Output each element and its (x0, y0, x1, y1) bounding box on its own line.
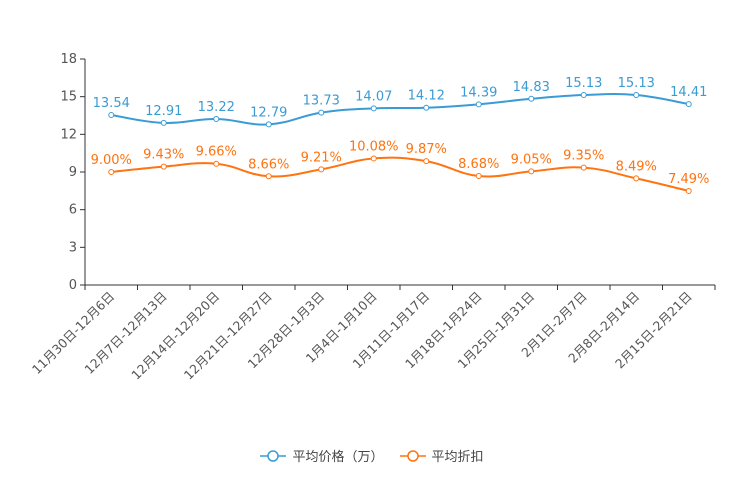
y-tick-label: 0 (69, 278, 77, 293)
data-point (475, 173, 482, 180)
legend: 平均价格（万） 平均折扣 (0, 446, 744, 465)
data-label: 9.35% (563, 149, 604, 164)
data-label: 13.22 (198, 100, 235, 115)
data-point (318, 109, 325, 116)
y-tick-label: 15 (60, 90, 77, 105)
series-line-1 (111, 156, 689, 192)
data-point (160, 119, 167, 126)
data-point (423, 104, 430, 111)
y-tick-label: 18 (60, 52, 77, 67)
data-label: 10.08% (349, 139, 399, 154)
data-point (370, 155, 377, 162)
data-point (633, 175, 640, 182)
data-label: 15.13 (565, 76, 602, 91)
data-point (423, 158, 430, 165)
legend-label: 平均价格（万） (292, 450, 384, 465)
data-label: 12.79 (250, 105, 287, 120)
data-point (160, 163, 167, 170)
data-label: 14.12 (408, 89, 445, 104)
data-label: 13.73 (303, 94, 340, 109)
x-tick-label: 12月21日-12月27日 (181, 289, 275, 383)
data-point (685, 187, 692, 194)
legend-line-circle-icon (260, 449, 287, 462)
data-point (108, 111, 115, 118)
data-label: 14.83 (513, 80, 550, 95)
data-label: 8.68% (458, 157, 499, 172)
data-label: 12.91 (145, 104, 182, 119)
data-point (213, 116, 220, 123)
data-point (633, 92, 640, 99)
data-label: 8.49% (616, 159, 657, 174)
y-tick-label: 6 (69, 203, 77, 218)
legend-item-0[interactable]: 平均价格（万） (260, 446, 384, 465)
data-point (685, 101, 692, 108)
y-tick-label: 12 (60, 127, 77, 142)
data-label: 8.66% (248, 157, 289, 172)
data-point (213, 160, 220, 167)
data-label: 9.87% (406, 142, 447, 157)
data-label: 14.41 (670, 85, 707, 100)
data-point (318, 166, 325, 173)
data-label: 15.13 (618, 76, 655, 91)
data-point (265, 121, 272, 128)
series-line-0 (111, 93, 689, 126)
data-point (580, 164, 587, 171)
data-label: 14.39 (460, 85, 497, 100)
data-label: 9.43% (143, 148, 184, 163)
y-tick-label: 9 (69, 165, 77, 180)
data-point (108, 169, 115, 175)
legend-item-1[interactable]: 平均折扣 (399, 446, 484, 465)
legend-label: 平均折扣 (431, 450, 484, 465)
data-label: 9.66% (196, 145, 237, 160)
data-label: 9.21% (301, 150, 342, 165)
x-tick-label: 12月14日-12月20日 (128, 289, 222, 383)
data-label: 9.05% (511, 152, 552, 167)
data-label: 7.49% (668, 172, 709, 187)
data-label: 13.54 (93, 96, 130, 111)
data-point (265, 173, 272, 180)
data-label: 9.00% (91, 153, 132, 168)
data-point (528, 95, 535, 102)
legend-line-circle-icon (399, 449, 426, 462)
data-point (475, 101, 482, 108)
data-point (370, 105, 377, 112)
data-point (528, 168, 535, 175)
data-point (580, 92, 587, 99)
y-tick-label: 3 (69, 240, 77, 255)
data-label: 14.07 (355, 89, 392, 104)
